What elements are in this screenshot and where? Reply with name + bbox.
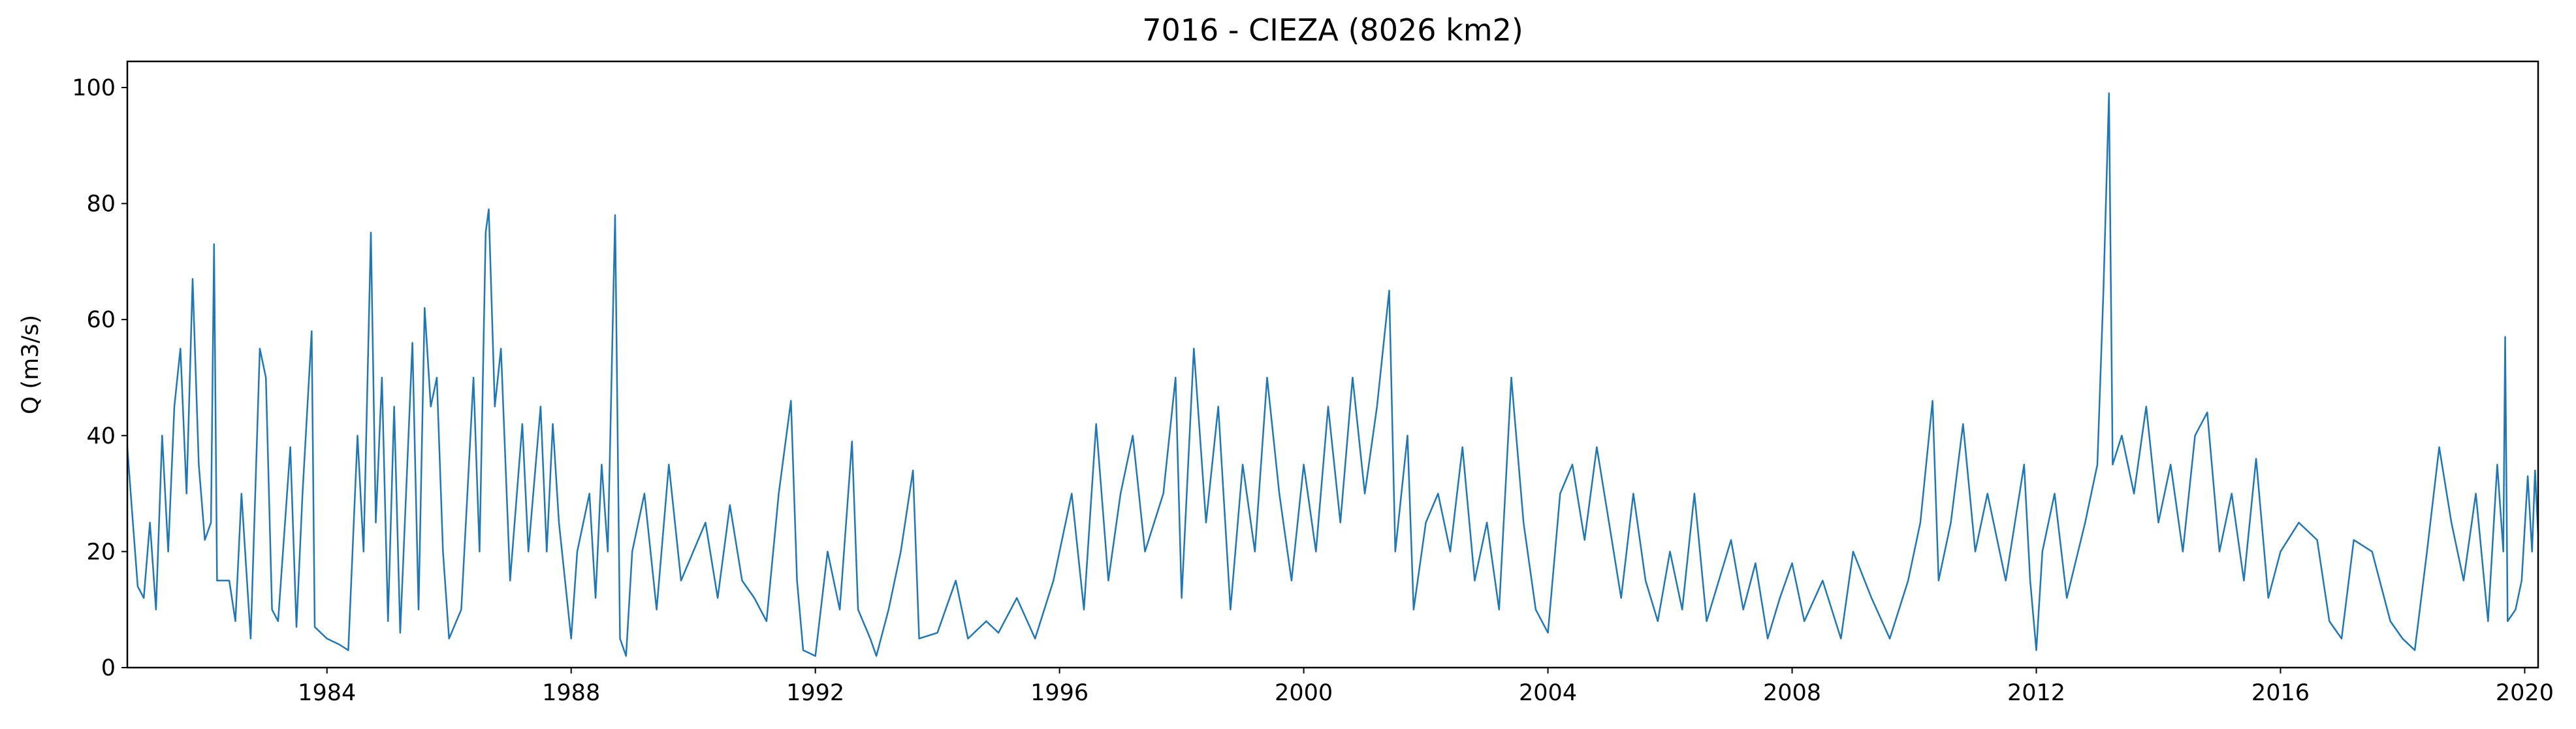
y-tick-label: 20 <box>86 539 116 565</box>
y-tick-label: 0 <box>101 655 116 681</box>
chart-title: 7016 - CIEZA (8026 km2) <box>1142 12 1523 48</box>
y-tick-label: 40 <box>86 423 116 449</box>
x-tick-label: 2020 <box>2496 680 2554 706</box>
plot-frame <box>126 60 2539 669</box>
y-axis-label: Q (m3/s) <box>18 315 44 414</box>
y-tick-label: 60 <box>86 307 116 333</box>
x-tick-label: 2016 <box>2251 680 2310 706</box>
x-tick-label: 1984 <box>298 680 356 706</box>
x-tick-label: 1988 <box>542 680 600 706</box>
x-tick-label: 2004 <box>1519 680 1577 706</box>
x-tick-label: 1996 <box>1030 680 1089 706</box>
data-line <box>126 92 2539 657</box>
x-tick-label: 2012 <box>2007 680 2065 706</box>
x-tick-label: 1992 <box>786 680 844 706</box>
x-tick-label: 2008 <box>1763 680 1821 706</box>
y-tick-label: 80 <box>86 191 116 218</box>
x-tick-label: 2000 <box>1275 680 1333 706</box>
y-tick-label: 100 <box>72 75 116 101</box>
